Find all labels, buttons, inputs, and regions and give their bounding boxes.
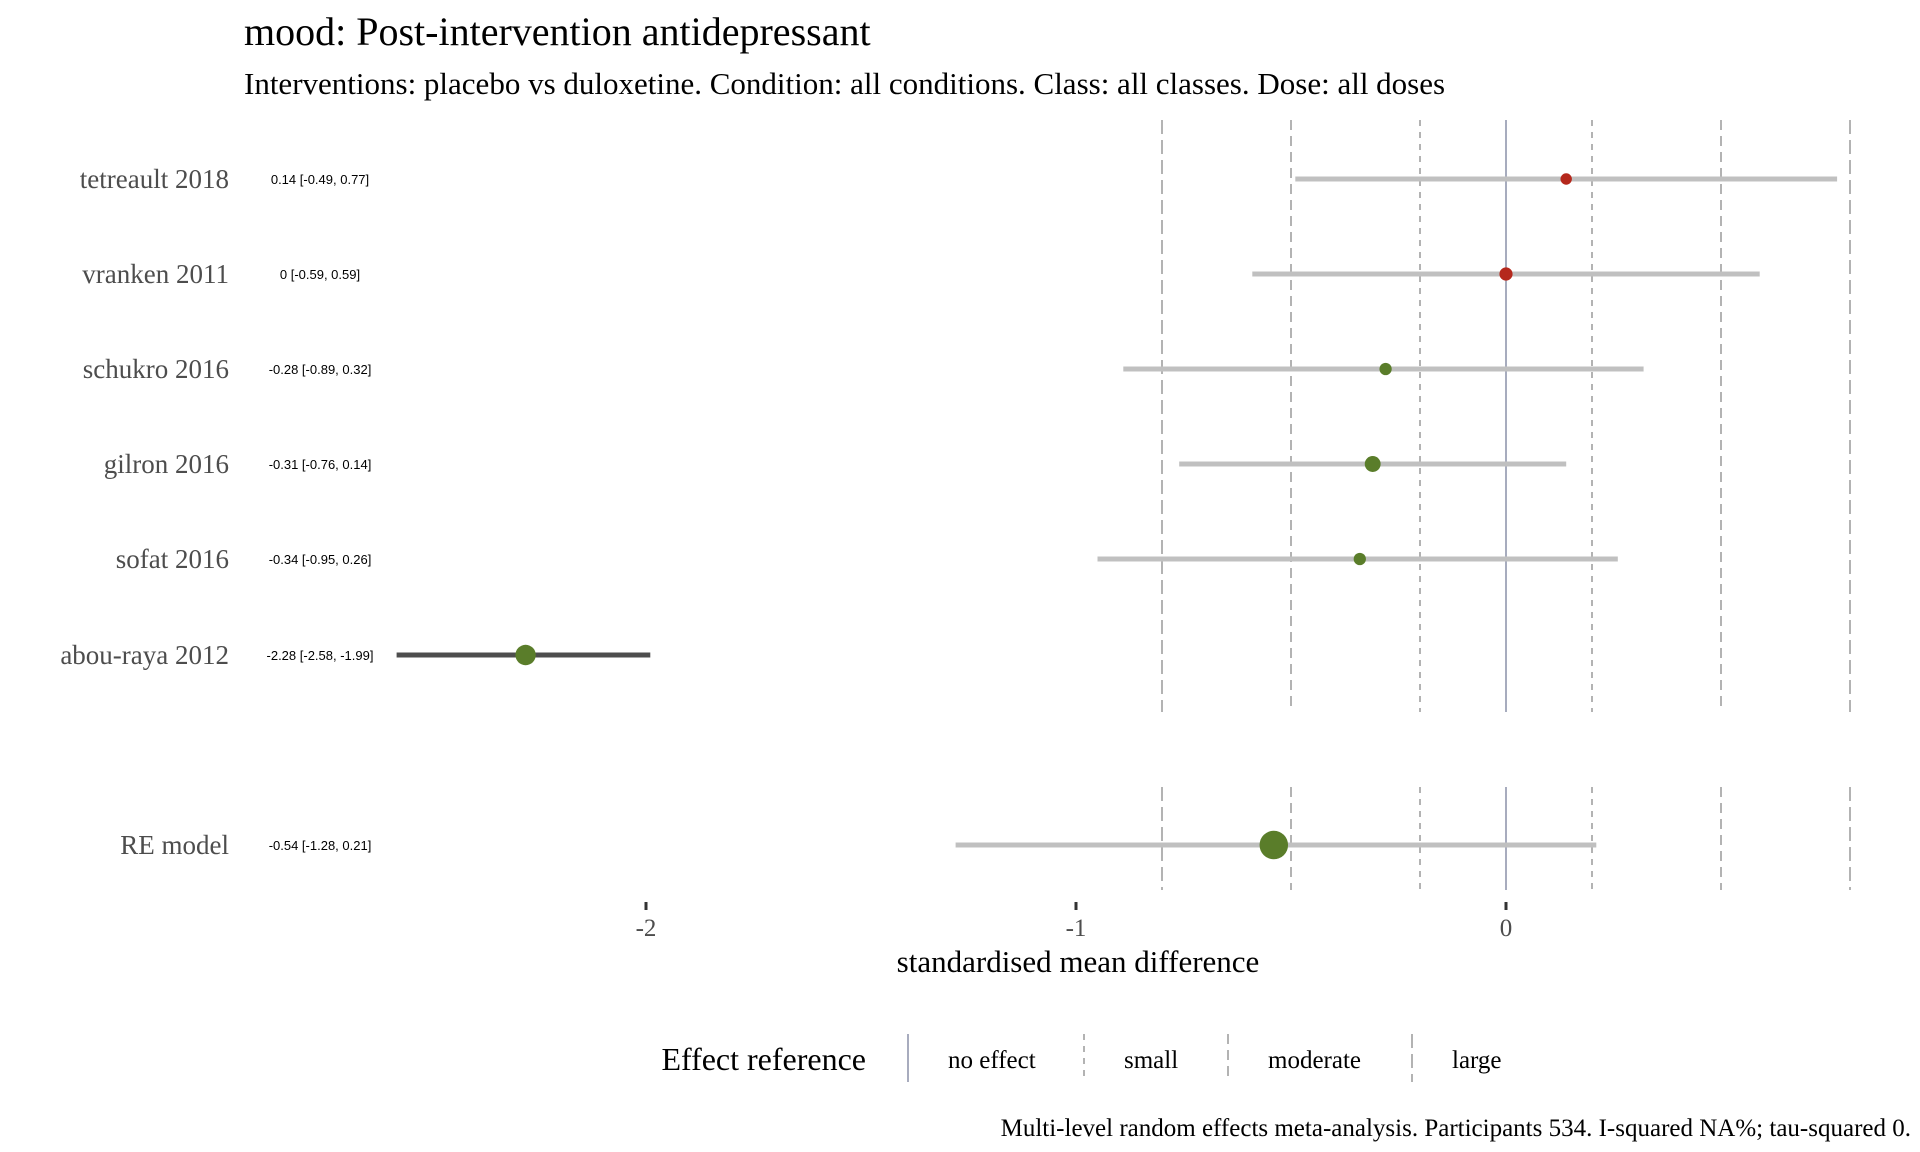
study-point <box>1379 362 1392 376</box>
x-tick-label: -1 <box>1066 915 1087 942</box>
study-ci-label: -0.31 [-0.76, 0.14] <box>269 457 372 472</box>
study-label: schukro 2016 <box>83 354 229 384</box>
study-point <box>1499 267 1513 281</box>
chart-subtitle: Interventions: placebo vs duloxetine. Co… <box>244 66 1446 101</box>
study-label: abou-raya 2012 <box>60 640 229 670</box>
summary-point <box>1259 830 1289 860</box>
legend-label: no effect <box>948 1047 1036 1074</box>
study-label: tetreault 2018 <box>80 164 229 194</box>
study-label: sofat 2016 <box>116 544 229 574</box>
study-labels: tetreault 2018 vranken 2011 schukro 2016 gi… <box>60 164 229 860</box>
study-ci-label: 0.14 [-0.49, 0.77] <box>271 172 369 187</box>
study-ci-label: -0.34 [-0.95, 0.26] <box>269 552 372 567</box>
legend-label: small <box>1124 1047 1178 1074</box>
study-point <box>1560 173 1572 185</box>
x-axis: standardised mean difference -2 -1 0 <box>636 902 1513 979</box>
ci-labels: 0.14 [-0.49, 0.77] 0 [-0.59, 0.59] -0.28 [… <box>267 172 374 853</box>
chart-title: mood: Post-intervention antidepressant <box>244 9 871 54</box>
study-ci-label: -2.28 [-2.58, -1.99] <box>267 648 374 663</box>
confidence-intervals <box>396 176 1838 848</box>
study-point <box>1353 552 1366 566</box>
legend-label: moderate <box>1268 1047 1361 1074</box>
study-point <box>515 644 536 666</box>
reference-lines <box>1161 120 1851 890</box>
study-label: vranken 2011 <box>82 259 229 289</box>
x-axis-title: standardised mean difference <box>897 944 1260 979</box>
summary-label: RE model <box>120 830 229 860</box>
legend-title: Effect reference <box>661 1041 866 1077</box>
legend: Effect reference no effect small moderate l… <box>661 1034 1502 1082</box>
study-label: gilron 2016 <box>104 449 229 479</box>
legend-label: large <box>1452 1047 1502 1074</box>
chart-caption: Multi-level random effects meta-analysis… <box>1001 1115 1911 1142</box>
x-tick-label: -2 <box>636 915 657 942</box>
effect-points <box>515 173 1572 860</box>
study-ci-label: 0 [-0.59, 0.59] <box>280 267 360 282</box>
x-tick-label: 0 <box>1500 915 1513 942</box>
study-point <box>1364 456 1381 472</box>
summary-ci-label: -0.54 [-1.28, 0.21] <box>269 838 372 853</box>
study-ci-label: -0.28 [-0.89, 0.32] <box>269 362 372 377</box>
